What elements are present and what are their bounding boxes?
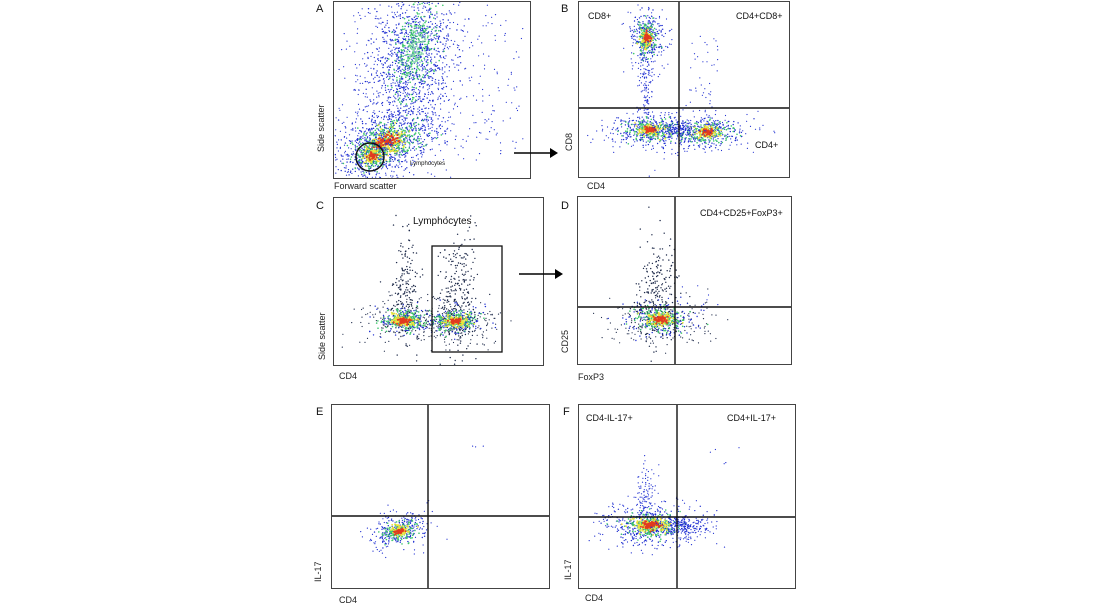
panel-a-scatter <box>334 2 531 179</box>
panel-b-scatter <box>579 2 790 178</box>
panel-c-xlabel: CD4 <box>339 371 357 381</box>
panel-b-xlabel: CD4 <box>587 181 605 191</box>
panel-a-gate-label: Lymphocytes <box>410 161 445 167</box>
panel-a-ylabel: Side scatter <box>316 104 326 152</box>
panel-c-plot: Lymphocytes <box>333 197 544 366</box>
panel-f-letter: F <box>563 406 570 418</box>
panel-f-scatter <box>579 405 796 589</box>
panel-b-quadrant-cd4cd8: CD4+CD8+ <box>736 11 783 21</box>
panel-e-plot <box>331 404 550 589</box>
panel-d-plot: CD4+CD25+FoxP3+ <box>577 196 792 365</box>
panel-e-ylabel: IL-17 <box>313 561 323 582</box>
panel-c-title: Lymphocytes <box>413 216 472 227</box>
panel-b-quadrant-cd8: CD8+ <box>588 11 611 21</box>
panel-a-xlabel: Forward scatter <box>334 181 397 191</box>
panel-a-plot: Lymphocytes <box>333 1 531 179</box>
panel-d-ylabel: CD25 <box>560 330 570 353</box>
arrow-c-to-d <box>519 268 563 280</box>
panel-e-letter: E <box>316 406 323 418</box>
panel-b-plot: CD8+ CD4+CD8+ CD4+ <box>578 1 790 178</box>
panel-a-letter: A <box>316 3 323 15</box>
panel-c-ylabel: Side scatter <box>317 312 327 360</box>
arrow-a-to-b <box>514 147 558 159</box>
panel-c-letter: C <box>316 200 324 212</box>
panel-f-quadrant-cd4neg-il17: CD4-IL-17+ <box>586 413 633 423</box>
panel-b-letter: B <box>561 3 568 15</box>
panel-f-plot: CD4-IL-17+ CD4+IL-17+ <box>578 404 796 589</box>
panel-f-ylabel: IL-17 <box>563 559 573 580</box>
panel-d-xlabel: FoxP3 <box>578 372 604 382</box>
panel-d-quadrant-treg: CD4+CD25+FoxP3+ <box>700 208 783 218</box>
panel-f-xlabel: CD4 <box>585 593 603 603</box>
panel-b-quadrant-cd4: CD4+ <box>755 140 778 150</box>
panel-d-letter: D <box>561 200 569 212</box>
panel-f-quadrant-cd4pos-il17: CD4+IL-17+ <box>727 413 776 423</box>
panel-d-scatter <box>578 197 792 365</box>
panel-b-ylabel: CD8 <box>564 133 574 151</box>
panel-e-scatter <box>332 405 550 589</box>
